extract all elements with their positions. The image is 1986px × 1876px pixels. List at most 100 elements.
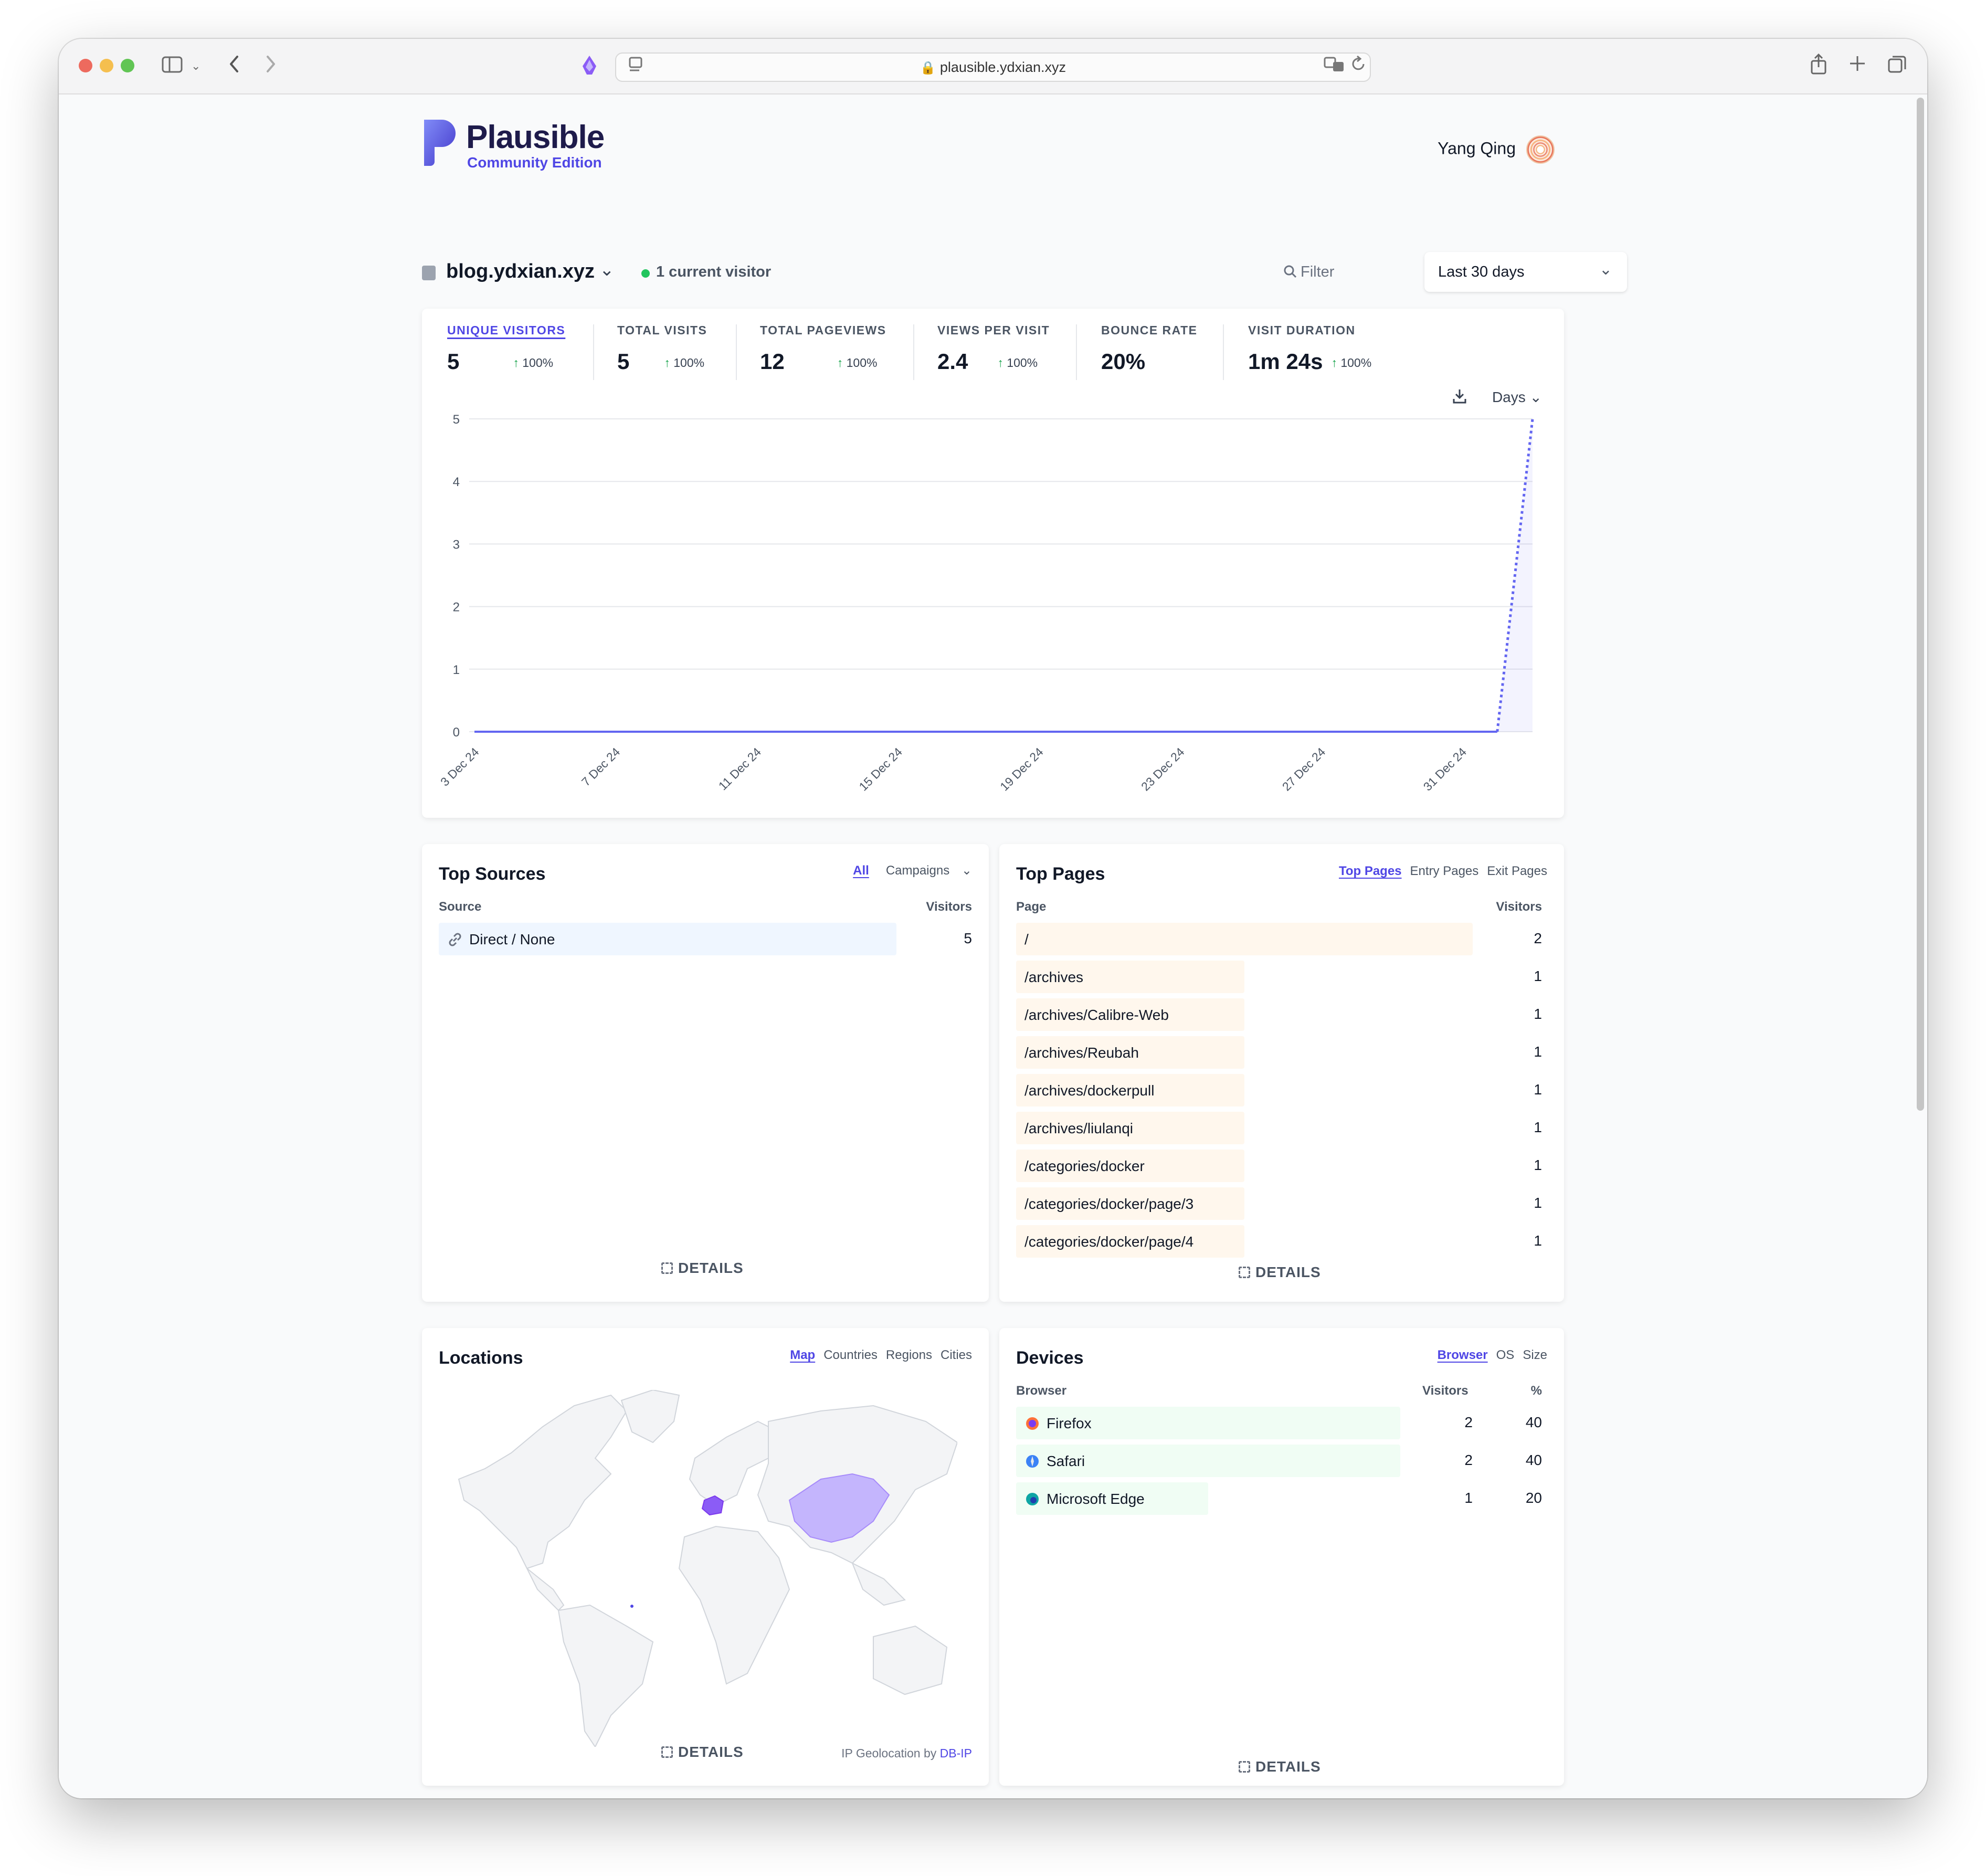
- map-central-america: [526, 1568, 565, 1611]
- metric-total-pageviews[interactable]: TOTAL PAGEVIEWS 12 ↑ 100%: [760, 323, 886, 382]
- list-item[interactable]: Firefox 2 40: [1016, 1407, 1547, 1439]
- metric-change: ↑ 100%: [997, 356, 1038, 370]
- scrollbar[interactable]: [1917, 98, 1924, 1111]
- details-button[interactable]: DETAILS: [1239, 1758, 1321, 1775]
- tab-cities[interactable]: Cities: [940, 1348, 972, 1362]
- period-picker[interactable]: Last 30 days ⌄: [1424, 252, 1627, 292]
- list-item[interactable]: /archives 1: [1016, 961, 1547, 993]
- list-item[interactable]: /archives/dockerpull 1: [1016, 1074, 1547, 1106]
- visitors-line-chart[interactable]: 0 1 2 3 4 5 3 Dec 24 7 Dec 24 11 Dec 24 15 Dec 24…: [432, 408, 1554, 813]
- translate-icon[interactable]: [1324, 56, 1345, 79]
- tab-overview-icon[interactable]: [1887, 55, 1907, 79]
- new-tab-icon[interactable]: [1848, 55, 1866, 77]
- browser-name: Firefox: [1047, 1415, 1092, 1431]
- row-value: 1: [1534, 1232, 1542, 1249]
- map-southeast-asia: [851, 1562, 906, 1606]
- column-header: Source: [439, 900, 482, 914]
- panel-title: Top Sources: [439, 864, 546, 884]
- list-item[interactable]: Direct / None 5: [439, 923, 972, 955]
- page-path: /categories/docker/page/4: [1024, 1234, 1194, 1250]
- close-window-button[interactable]: [79, 59, 92, 72]
- back-icon[interactable]: [228, 54, 240, 79]
- list-item[interactable]: Safari 2 40: [1016, 1445, 1547, 1477]
- tab-entry-pages[interactable]: Entry Pages: [1410, 864, 1479, 878]
- page-menu-icon[interactable]: [628, 56, 643, 78]
- metric-change: ↑ 100%: [664, 356, 704, 370]
- y-tick-label: 3: [453, 537, 460, 552]
- plausible-logo[interactable]: Plausible Community Edition: [422, 119, 621, 172]
- details-button[interactable]: DETAILS: [661, 1744, 744, 1761]
- credit-link[interactable]: DB-IP: [939, 1746, 972, 1760]
- metric-total-visits[interactable]: TOTAL VISITS 5 ↑ 100%: [617, 323, 707, 382]
- tab-all[interactable]: All: [853, 863, 869, 878]
- x-tick-label: 31 Dec 24: [1421, 745, 1470, 794]
- visitors-value: 2: [1464, 1452, 1473, 1468]
- divider: [1076, 324, 1077, 380]
- reload-icon[interactable]: [1350, 55, 1367, 78]
- metric-label: VISIT DURATION: [1248, 323, 1356, 337]
- interval-picker[interactable]: Days ⌄: [1492, 389, 1542, 405]
- list-item[interactable]: /categories/docker/page/4 1: [1016, 1225, 1547, 1258]
- browser-toolbar: ⌄ 🔒 plausible.ydxian.xyz: [59, 39, 1927, 94]
- x-tick-label: 15 Dec 24: [856, 745, 905, 794]
- tab-top-pages[interactable]: Top Pages: [1338, 864, 1402, 878]
- details-label: DETAILS: [1255, 1758, 1321, 1775]
- metric-views-per-visit[interactable]: VIEWS PER VISIT 2.4 ↑ 100%: [937, 323, 1050, 382]
- metric-visit-duration[interactable]: VISIT DURATION 1m 24s ↑ 100%: [1248, 323, 1371, 382]
- address-bar[interactable]: 🔒 plausible.ydxian.xyz: [615, 52, 1371, 82]
- divider: [913, 324, 914, 380]
- x-tick-label: 27 Dec 24: [1280, 745, 1328, 794]
- site-switcher[interactable]: blog.ydxian.xyz: [446, 260, 595, 282]
- extension-icon[interactable]: [580, 55, 598, 80]
- share-bar: [1016, 1112, 1244, 1144]
- visitors-value: 2: [1464, 1414, 1473, 1430]
- metric-bounce-rate[interactable]: BOUNCE RATE 20%: [1101, 323, 1197, 382]
- user-name: Yang Qing: [1438, 139, 1516, 158]
- forward-icon[interactable]: [265, 54, 277, 79]
- expand-icon: [661, 1262, 673, 1274]
- filter-button[interactable]: Filter: [1283, 264, 1334, 281]
- column-header: Visitors: [1422, 1384, 1469, 1398]
- zoom-window-button[interactable]: [121, 59, 134, 72]
- world-map[interactable]: [453, 1390, 957, 1747]
- user-menu[interactable]: Yang Qing: [1438, 135, 1555, 164]
- list-item[interactable]: /archives/Reubah 1: [1016, 1036, 1547, 1069]
- top-pages-panel: Top Pages Top Pages Entry Pages Exit Pages…: [999, 844, 1564, 1302]
- tab-countries[interactable]: Countries: [823, 1348, 878, 1362]
- share-icon[interactable]: [1810, 52, 1827, 80]
- minimize-window-button[interactable]: [100, 59, 113, 72]
- tab-os[interactable]: OS: [1496, 1348, 1515, 1362]
- list-item[interactable]: /2: [1016, 923, 1547, 955]
- tab-regions[interactable]: Regions: [885, 1348, 932, 1362]
- chevron-down-icon[interactable]: ⌄: [599, 260, 615, 280]
- list-item[interactable]: /categories/docker 1: [1016, 1150, 1547, 1182]
- metric-unique-visitors[interactable]: UNIQUE VISITORS 5 ↑ 100%: [447, 323, 565, 382]
- list-item[interactable]: Microsoft Edge 1 20: [1016, 1482, 1547, 1515]
- page-path: /archives/Reubah: [1024, 1045, 1139, 1061]
- download-icon[interactable]: [1452, 388, 1471, 406]
- map-country-china: [788, 1473, 890, 1543]
- chevron-down-icon[interactable]: ⌄: [191, 59, 201, 72]
- current-visitors-link[interactable]: 1 current visitor: [656, 264, 772, 280]
- browser-name: Microsoft Edge: [1047, 1491, 1145, 1507]
- metric-change-value: 100%: [1007, 356, 1038, 370]
- tab-map[interactable]: Map: [790, 1348, 816, 1362]
- divider: [1223, 324, 1224, 380]
- tab-size[interactable]: Size: [1523, 1348, 1547, 1362]
- tab-browser[interactable]: Browser: [1437, 1348, 1488, 1362]
- list-item[interactable]: /archives/liulanqi 1: [1016, 1112, 1547, 1144]
- details-button[interactable]: DETAILS: [661, 1260, 744, 1277]
- sources-tabs: All Campaigns ⌄: [844, 863, 972, 878]
- share-bar: [1016, 1150, 1244, 1182]
- tab-campaigns[interactable]: Campaigns ⌄: [878, 863, 972, 878]
- details-button[interactable]: DETAILS: [1239, 1264, 1321, 1281]
- sidebar-toggle-icon[interactable]: [162, 56, 183, 78]
- row-value: 1: [1534, 1081, 1542, 1098]
- tab-exit-pages[interactable]: Exit Pages: [1487, 864, 1547, 878]
- share-bar: [1016, 1225, 1244, 1258]
- expand-icon: [1239, 1267, 1250, 1278]
- search-icon: [1284, 265, 1297, 278]
- list-item[interactable]: /categories/docker/page/3 1: [1016, 1187, 1547, 1220]
- list-item[interactable]: /archives/Calibre-Web 1: [1016, 998, 1547, 1031]
- metric-label: BOUNCE RATE: [1101, 323, 1198, 337]
